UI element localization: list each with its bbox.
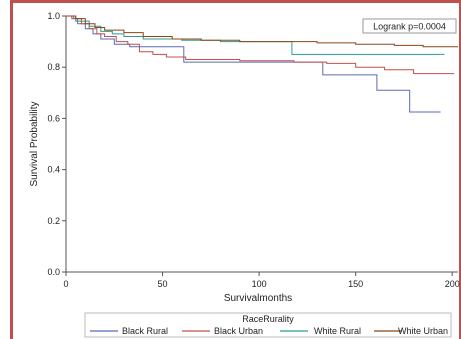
- x-tick-label: 0: [63, 279, 68, 289]
- logrank-box: [362, 18, 457, 34]
- y-tick-label: 0.8: [47, 62, 60, 72]
- legend-label-white-urban: White Urban: [398, 326, 448, 336]
- y-tick-label: 0.2: [47, 216, 60, 226]
- x-tick-label: 200: [445, 279, 460, 289]
- survival-curve-black-rural: [66, 15, 441, 113]
- x-tick-label: 50: [158, 279, 168, 289]
- legend-title: RaceRurality: [242, 314, 294, 324]
- x-tick-label: 100: [252, 279, 267, 289]
- survival-curves: [66, 15, 458, 113]
- x-axis-label: Survivalmonths: [224, 293, 292, 304]
- legend-label-black-rural: Black Rural: [122, 326, 168, 336]
- legend-label-white-rural: White Rural: [314, 326, 361, 336]
- x-tick-label: 150: [348, 279, 363, 289]
- frame-top-border: [10, 0, 461, 3]
- legend-box: [84, 312, 452, 338]
- legend: RaceRurality Black Rural Black Urban White…: [84, 312, 452, 338]
- y-tick-label: 1.0: [47, 11, 60, 21]
- survival-curve-black-urban: [66, 15, 455, 75]
- frame-left-border: [10, 0, 13, 339]
- y-tick-label: 0.6: [47, 113, 60, 123]
- legend-items: Black Rural Black Urban White Rural White U…: [90, 326, 448, 336]
- x-axis-ticks: 0 50 100 150 200: [63, 272, 460, 289]
- y-tick-label: 0.4: [47, 165, 60, 175]
- survival-curve-white-rural: [66, 15, 445, 55]
- frame-right-border: [459, 0, 461, 339]
- y-axis-ticks: 0.0 0.2 0.4 0.6 0.8 1.0: [47, 11, 66, 277]
- logrank-annotation: Logrank p=0.0004: [362, 18, 457, 34]
- y-axis-label: Survival Probability: [29, 101, 40, 186]
- legend-label-black-urban: Black Urban: [214, 326, 263, 336]
- logrank-text: Logrank p=0.0004: [373, 22, 446, 32]
- y-tick-label: 0.0: [47, 267, 60, 277]
- plot-area: [66, 16, 458, 272]
- survival-curve-white-urban: [66, 15, 458, 48]
